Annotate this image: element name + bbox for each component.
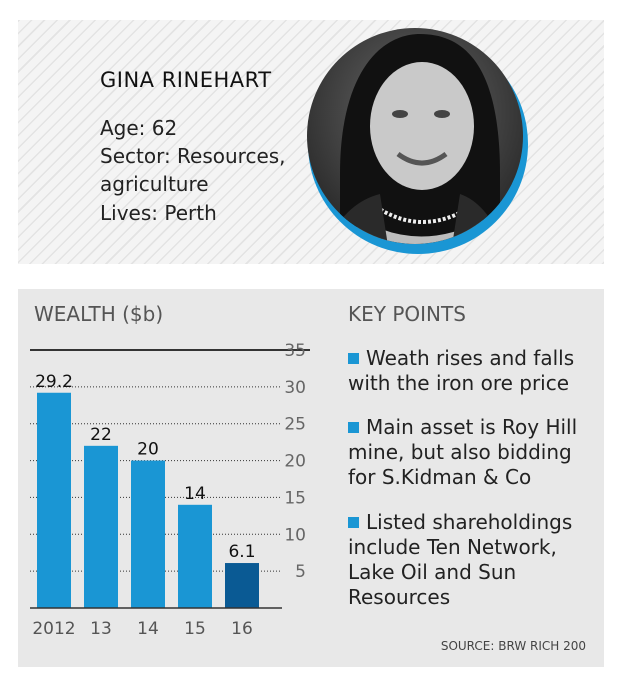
y-tick-label: 30 — [284, 378, 306, 398]
y-tick-label: 35 — [284, 341, 306, 361]
y-tick-label: 10 — [284, 525, 306, 545]
bar-value-label: 6.1 — [228, 542, 255, 562]
key-point-3-line-4: Resources — [348, 585, 451, 609]
bar — [84, 445, 118, 608]
key-point-2: Main asset is Roy Hill mine, but also bi… — [348, 415, 598, 490]
bar-value-label: 22 — [90, 425, 112, 445]
bar-value-label: 20 — [137, 440, 159, 460]
profile-name: GINA RINEHART — [100, 68, 272, 92]
y-tick-label: 5 — [295, 562, 306, 582]
key-point-1-line-1: Weath rises and falls — [366, 346, 575, 370]
y-tick-label: 20 — [284, 452, 306, 472]
key-point-3-line-1: Listed shareholdings — [366, 510, 573, 534]
key-point-2-line-2: mine, but also bidding — [348, 440, 572, 464]
key-points-title: KEY POINTS — [348, 302, 466, 326]
key-point-1: Weath rises and falls with the iron ore … — [348, 346, 598, 396]
profile-lives: Lives: Perth — [100, 201, 217, 225]
key-point-3-line-2: include Ten Network, — [348, 535, 557, 559]
chart-title: WEALTH ($b) — [34, 302, 164, 326]
x-tick-label: 16 — [231, 619, 253, 639]
bullet-square-icon — [348, 422, 359, 433]
key-point-2-line-1: Main asset is Roy Hill — [366, 415, 578, 439]
profile-age: Age: 62 — [100, 116, 178, 140]
bar — [131, 460, 165, 608]
bar-value-label: 29.2 — [35, 372, 73, 392]
source-note: SOURCE: BRW RICH 200 — [440, 639, 586, 653]
bar — [178, 504, 212, 608]
y-tick-label: 15 — [284, 488, 306, 508]
key-point-3-line-3: Lake Oil and Sun — [348, 560, 517, 584]
profile-sector: Sector: Resources, — [100, 144, 286, 168]
portrait-photo — [307, 28, 528, 254]
x-tick-label: 14 — [137, 619, 159, 639]
key-point-2-line-3: for S.Kidman & Co — [348, 465, 532, 489]
wealth-bar-chart: 5 10 15 20 25 30 35 29.2 2012 22 13 20 14 14 15 6.1 16 — [30, 341, 310, 639]
bar — [37, 392, 71, 608]
profile-sector-cont: agriculture — [100, 172, 209, 196]
bullet-square-icon — [348, 517, 359, 528]
bar — [225, 563, 259, 608]
key-point-3: Listed shareholdings include Ten Network… — [348, 510, 598, 610]
bar-value-label: 14 — [184, 484, 206, 504]
key-point-1-line-2: with the iron ore price — [348, 371, 570, 395]
x-tick-label: 15 — [184, 619, 206, 639]
bullet-square-icon — [348, 353, 359, 364]
x-tick-label: 2012 — [32, 619, 75, 639]
y-tick-label: 25 — [284, 415, 306, 435]
x-tick-label: 13 — [90, 619, 112, 639]
